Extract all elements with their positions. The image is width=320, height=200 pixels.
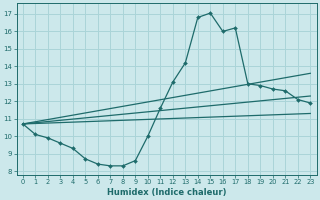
X-axis label: Humidex (Indice chaleur): Humidex (Indice chaleur) bbox=[107, 188, 226, 197]
